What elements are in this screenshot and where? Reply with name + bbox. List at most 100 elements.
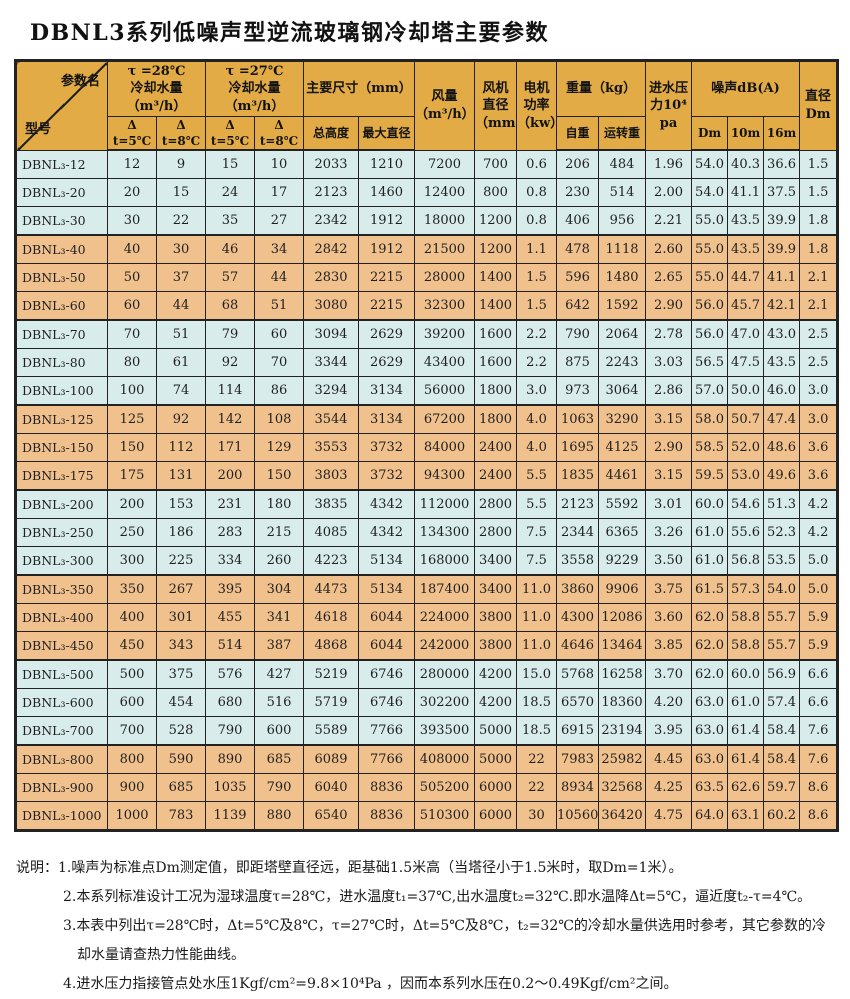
value-cell: 2400 bbox=[474, 433, 518, 463]
value-cell: 6044 bbox=[357, 631, 416, 661]
value-cell: 3080 bbox=[303, 291, 359, 321]
table-row: DBNL₃ -450 450 343 514 387 4868 6044 242000 3800 1… bbox=[15, 631, 839, 661]
value-cell: 1.5 bbox=[799, 178, 839, 208]
value-cell: 2.86 bbox=[645, 376, 693, 406]
value-cell: 1.5 bbox=[516, 291, 558, 321]
value-cell: 60.0 bbox=[727, 659, 765, 690]
value-cell: 56.0 bbox=[691, 291, 729, 321]
model-prefix: DBNL₃ bbox=[22, 582, 66, 598]
value-cell: 880 bbox=[254, 801, 304, 832]
value-cell: 17 bbox=[254, 178, 304, 208]
value-cell: 790 bbox=[254, 773, 304, 803]
value-cell: 375 bbox=[156, 659, 206, 690]
value-cell: 387 bbox=[254, 631, 304, 661]
value-cell: 28000 bbox=[414, 263, 476, 293]
model-suffix: -12 bbox=[65, 157, 86, 173]
value-cell: 43400 bbox=[414, 348, 476, 378]
value-cell: 1600 bbox=[474, 348, 518, 378]
value-cell: 4085 bbox=[303, 518, 359, 548]
value-cell: 112000 bbox=[414, 489, 476, 520]
value-cell: 6.6 bbox=[799, 688, 839, 718]
value-cell: 2.5 bbox=[799, 319, 839, 350]
model-prefix: DBNL₃ bbox=[22, 468, 66, 484]
model-prefix: DBNL₃ bbox=[22, 780, 66, 796]
value-cell: 5.9 bbox=[799, 631, 839, 661]
value-cell: 56.5 bbox=[691, 348, 729, 378]
value-cell: 32568 bbox=[598, 773, 647, 803]
value-cell: 0.6 bbox=[516, 149, 558, 180]
value-cell: 15 bbox=[205, 149, 255, 180]
value-cell: 10560 bbox=[556, 801, 600, 832]
subheader-dt8: Δ t=8℃ bbox=[156, 116, 206, 152]
model-suffix: -150 bbox=[65, 440, 94, 456]
value-cell: 1800 bbox=[474, 376, 518, 406]
value-cell: 3294 bbox=[303, 376, 359, 406]
value-cell: 225 bbox=[156, 546, 206, 576]
value-cell: 2064 bbox=[598, 319, 647, 350]
model-prefix: DBNL₃ bbox=[22, 808, 66, 824]
value-cell: 23194 bbox=[598, 716, 647, 746]
value-cell: 242000 bbox=[414, 631, 476, 661]
value-cell: 54.6 bbox=[727, 489, 765, 520]
value-cell: 131 bbox=[156, 461, 206, 491]
value-cell: 1000 bbox=[107, 801, 157, 832]
value-cell: 3.26 bbox=[645, 518, 693, 548]
model-prefix: DBNL₃ bbox=[22, 412, 66, 428]
model-prefix: DBNL₃ bbox=[22, 242, 66, 258]
value-cell: 92 bbox=[205, 348, 255, 378]
value-cell: 3344 bbox=[303, 348, 359, 378]
model-suffix: -60 bbox=[65, 298, 86, 314]
table-row: DBNL₃ -900 900 685 1035 790 6040 8836 505200 6000… bbox=[15, 773, 839, 803]
value-cell: 5000 bbox=[474, 716, 518, 746]
value-cell: 47.5 bbox=[727, 348, 765, 378]
table-body: DBNL₃ -12 12 9 15 10 2033 1210 7200 700 0.6 206 484 1… bbox=[15, 149, 839, 832]
note-line: 说明：1.噪声为标准点Dm测定值，即距塔壁直径远，距基础1.5米高（当塔径小于1… bbox=[16, 860, 683, 877]
value-cell: 280000 bbox=[414, 659, 476, 690]
header-air-flow: 风量 （m³/h） bbox=[414, 60, 476, 151]
header-t27-water-flow: τ =27℃ 冷却水量（m³/h） bbox=[205, 60, 304, 117]
value-cell: 1912 bbox=[357, 234, 416, 265]
value-cell: 57.3 bbox=[727, 574, 765, 605]
value-cell: 50.7 bbox=[727, 404, 765, 435]
value-cell: 18000 bbox=[414, 206, 476, 236]
value-cell: 25982 bbox=[598, 744, 647, 775]
model-cell: DBNL₃ -400 bbox=[15, 603, 108, 633]
value-cell: 790 bbox=[205, 716, 255, 746]
table-row: DBNL₃ -70 70 51 79 60 3094 2629 39200 1600 2.2 790 2… bbox=[15, 319, 839, 350]
value-cell: 45.7 bbox=[727, 291, 765, 321]
value-cell: 4868 bbox=[303, 631, 359, 661]
value-cell: 5592 bbox=[598, 489, 647, 520]
value-cell: 2.78 bbox=[645, 319, 693, 350]
value-cell: 3803 bbox=[303, 461, 359, 491]
table-row: DBNL₃ -40 40 30 46 34 2842 1912 21500 1200 1.1 478 1… bbox=[15, 234, 839, 265]
model-prefix: DBNL₃ bbox=[22, 298, 66, 314]
value-cell: 41.1 bbox=[727, 178, 765, 208]
value-cell: 2.2 bbox=[516, 319, 558, 350]
header-noise: 噪声dB(A) bbox=[691, 60, 801, 117]
value-cell: 5.9 bbox=[799, 603, 839, 633]
value-cell: 2123 bbox=[303, 178, 359, 208]
value-cell: 3860 bbox=[556, 574, 600, 605]
value-cell: 900 bbox=[107, 773, 157, 803]
model-prefix: DBNL₃ bbox=[22, 695, 66, 711]
value-cell: 57.4 bbox=[763, 688, 801, 718]
value-cell: 4461 bbox=[598, 461, 647, 491]
model-prefix: DBNL₃ bbox=[22, 525, 66, 541]
value-cell: 4646 bbox=[556, 631, 600, 661]
value-cell: 11.0 bbox=[516, 574, 558, 605]
model-prefix: DBNL₃ bbox=[22, 440, 66, 456]
header-weight: 重量（kg） bbox=[556, 60, 647, 117]
value-cell: 680 bbox=[205, 688, 255, 718]
value-cell: 46.0 bbox=[763, 376, 801, 406]
value-cell: 200 bbox=[205, 461, 255, 491]
subheader-noise-10m: 10m bbox=[727, 116, 765, 152]
value-cell: 1200 bbox=[474, 206, 518, 236]
value-cell: 3.85 bbox=[645, 631, 693, 661]
value-cell: 3.15 bbox=[645, 461, 693, 491]
model-cell: DBNL₃ -800 bbox=[15, 744, 108, 775]
value-cell: 62.0 bbox=[691, 631, 729, 661]
value-cell: 4.20 bbox=[645, 688, 693, 718]
value-cell: 32300 bbox=[414, 291, 476, 321]
value-cell: 3.70 bbox=[645, 659, 693, 690]
model-prefix: DBNL₃ bbox=[22, 638, 66, 654]
